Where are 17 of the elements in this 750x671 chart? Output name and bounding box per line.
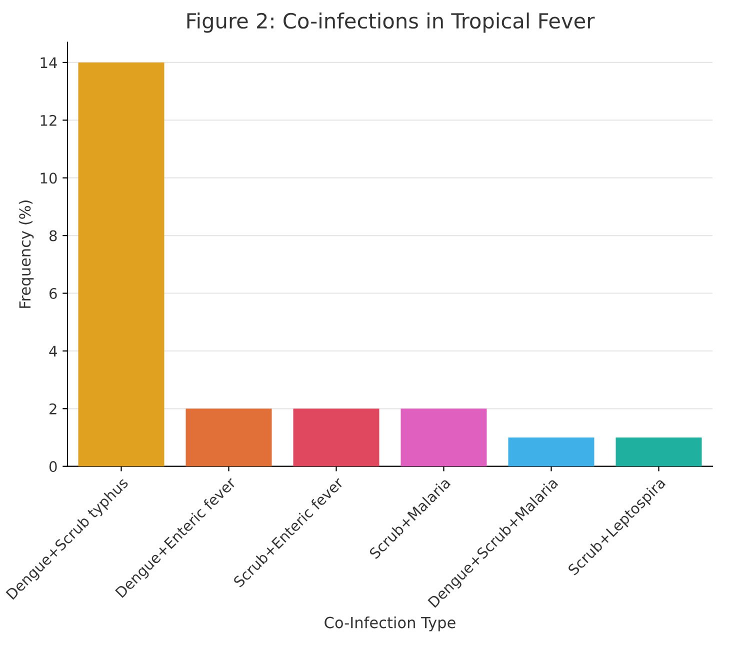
y-tick-label: 8 — [49, 230, 57, 242]
y-tick-label: 0 — [49, 461, 57, 472]
bar — [293, 408, 380, 466]
bar — [508, 437, 594, 466]
y-tick-label: 14 — [40, 57, 57, 68]
x-axis-title: Co-Infection Type — [324, 616, 456, 632]
bar — [186, 408, 272, 466]
y-tick-label: 6 — [50, 288, 57, 299]
bar — [400, 408, 487, 466]
y-tick-label: 2 — [50, 403, 56, 414]
bar — [616, 437, 702, 466]
bar — [78, 62, 164, 466]
chart-title: Figure 2: Co-infections in Tropical Fever — [187, 12, 595, 33]
y-tick-label: 10 — [40, 172, 57, 184]
y-axis-title: Frequency (%) — [18, 200, 34, 308]
y-tick-label: 12 — [40, 114, 56, 126]
y-tick-label: 4 — [49, 346, 57, 356]
